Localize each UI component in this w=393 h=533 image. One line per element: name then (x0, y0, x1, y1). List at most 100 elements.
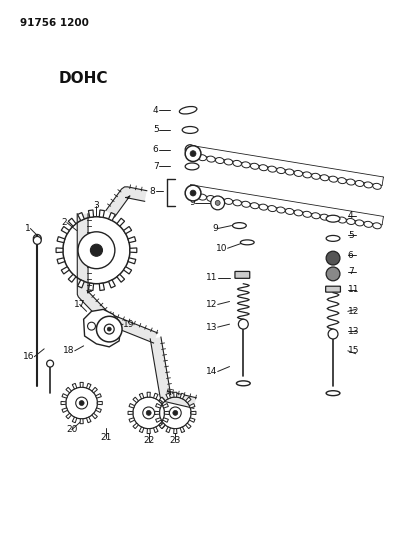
Polygon shape (139, 427, 144, 433)
Circle shape (211, 196, 224, 210)
Polygon shape (160, 397, 165, 402)
Ellipse shape (373, 183, 381, 189)
Polygon shape (62, 408, 68, 413)
Polygon shape (159, 423, 164, 429)
Text: 5: 5 (348, 231, 354, 240)
Polygon shape (128, 411, 133, 415)
Ellipse shape (285, 169, 294, 175)
Ellipse shape (179, 107, 197, 114)
Ellipse shape (224, 198, 233, 204)
Text: 91756 1200: 91756 1200 (20, 18, 88, 28)
Polygon shape (99, 283, 105, 290)
Polygon shape (133, 397, 138, 402)
Polygon shape (160, 423, 165, 429)
Ellipse shape (285, 208, 294, 214)
Polygon shape (86, 417, 91, 423)
Polygon shape (189, 403, 195, 408)
Text: 13: 13 (348, 327, 359, 336)
Polygon shape (189, 146, 383, 185)
Polygon shape (80, 382, 83, 387)
Text: 21: 21 (101, 433, 112, 442)
Polygon shape (56, 248, 63, 253)
Text: 12: 12 (206, 300, 218, 309)
Text: 13: 13 (206, 322, 218, 332)
Polygon shape (97, 401, 102, 405)
Circle shape (76, 397, 88, 409)
Polygon shape (150, 337, 196, 408)
Ellipse shape (259, 204, 268, 210)
Ellipse shape (320, 214, 329, 220)
Polygon shape (92, 413, 97, 419)
Circle shape (190, 190, 196, 196)
Ellipse shape (355, 220, 364, 226)
Polygon shape (180, 393, 185, 399)
Ellipse shape (198, 194, 206, 200)
Polygon shape (66, 387, 72, 393)
Ellipse shape (294, 210, 303, 216)
Circle shape (326, 267, 340, 281)
Polygon shape (166, 427, 171, 433)
Polygon shape (128, 237, 136, 243)
Text: 18: 18 (63, 346, 75, 356)
Polygon shape (156, 418, 161, 422)
Polygon shape (147, 429, 150, 433)
Text: 4: 4 (153, 106, 158, 115)
FancyBboxPatch shape (235, 271, 250, 278)
Ellipse shape (182, 126, 198, 133)
Polygon shape (108, 280, 115, 288)
Ellipse shape (250, 163, 259, 169)
Circle shape (88, 322, 95, 330)
Polygon shape (77, 280, 84, 288)
Polygon shape (189, 185, 383, 224)
Ellipse shape (347, 179, 355, 185)
Text: 16: 16 (23, 352, 34, 361)
Text: 9: 9 (212, 224, 218, 233)
Ellipse shape (338, 177, 346, 183)
Ellipse shape (189, 153, 198, 159)
Polygon shape (180, 427, 185, 433)
Polygon shape (185, 423, 191, 429)
Polygon shape (84, 309, 121, 347)
Ellipse shape (268, 166, 276, 172)
Polygon shape (130, 248, 137, 253)
Text: 15: 15 (348, 346, 359, 356)
Text: 7: 7 (348, 268, 354, 277)
Ellipse shape (207, 156, 215, 162)
Polygon shape (117, 274, 125, 282)
Text: 8: 8 (150, 187, 156, 196)
Polygon shape (80, 419, 83, 424)
Circle shape (185, 185, 201, 201)
Polygon shape (129, 418, 135, 422)
Circle shape (96, 316, 122, 342)
Polygon shape (88, 283, 94, 290)
Polygon shape (155, 411, 160, 415)
Ellipse shape (294, 171, 303, 176)
Ellipse shape (242, 201, 250, 207)
Ellipse shape (215, 158, 224, 164)
Ellipse shape (326, 215, 340, 222)
Polygon shape (61, 227, 69, 234)
Text: 9: 9 (189, 198, 195, 207)
Polygon shape (86, 383, 91, 389)
Polygon shape (164, 411, 169, 415)
Ellipse shape (329, 176, 338, 182)
Polygon shape (139, 393, 144, 399)
Polygon shape (159, 397, 164, 402)
Circle shape (104, 324, 114, 334)
Ellipse shape (233, 160, 241, 166)
Ellipse shape (373, 223, 381, 229)
Circle shape (328, 329, 338, 339)
Text: 3: 3 (94, 201, 99, 211)
Text: 23: 23 (170, 436, 181, 445)
Circle shape (239, 319, 248, 329)
Circle shape (107, 327, 111, 331)
Polygon shape (189, 418, 195, 422)
Polygon shape (61, 266, 69, 274)
Circle shape (79, 401, 84, 406)
Text: 7: 7 (153, 162, 158, 171)
Polygon shape (57, 237, 65, 243)
Ellipse shape (326, 391, 340, 395)
Text: 14: 14 (206, 367, 218, 376)
Polygon shape (96, 408, 101, 413)
Ellipse shape (364, 221, 373, 228)
